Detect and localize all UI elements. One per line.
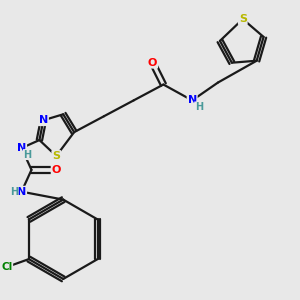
Text: N: N <box>39 115 48 125</box>
Text: O: O <box>148 58 157 68</box>
Text: N: N <box>17 187 26 197</box>
Text: S: S <box>52 151 60 161</box>
Text: N: N <box>17 143 26 153</box>
Text: H: H <box>195 102 203 112</box>
Text: H: H <box>23 150 32 160</box>
Text: S: S <box>239 14 247 24</box>
Text: H: H <box>10 187 18 197</box>
Text: O: O <box>52 165 61 175</box>
Text: N: N <box>188 95 197 105</box>
Text: Cl: Cl <box>1 262 12 272</box>
